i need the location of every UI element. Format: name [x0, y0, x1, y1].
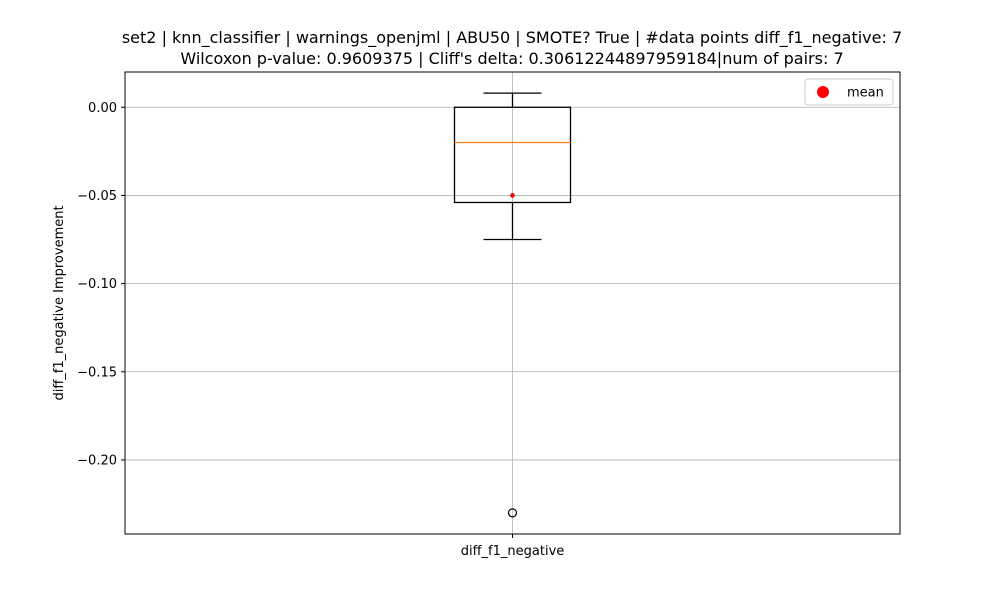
legend-mean-marker: [817, 86, 829, 98]
y-tick-label: −0.20: [77, 453, 117, 468]
x-tick-label: diff_f1_negative: [461, 544, 565, 559]
y-tick-label: 0.00: [88, 101, 117, 116]
x-axis-ticks: diff_f1_negative: [461, 534, 565, 559]
chart-title-line-2: Wilcoxon p-value: 0.9609375 | Cliff's de…: [180, 49, 843, 68]
outlier-point: [507, 508, 518, 518]
y-axis-ticks: 0.00 −0.05 −0.10 −0.15 −0.20: [77, 101, 125, 468]
box-iqr: [453, 106, 572, 204]
plot-area: [453, 92, 572, 518]
legend-mean-label: mean: [847, 86, 884, 101]
chart-title-line-1: set2 | knn_classifier | warnings_openjml…: [122, 28, 902, 48]
legend-box: [804, 78, 894, 106]
legend: mean: [804, 78, 894, 106]
y-tick-label: −0.10: [77, 277, 117, 292]
mean-marker: [510, 193, 515, 198]
y-tick-label: −0.05: [77, 189, 117, 204]
y-tick-label: −0.15: [77, 365, 117, 380]
y-axis-label: diff_f1_negative Improvement: [52, 205, 67, 400]
